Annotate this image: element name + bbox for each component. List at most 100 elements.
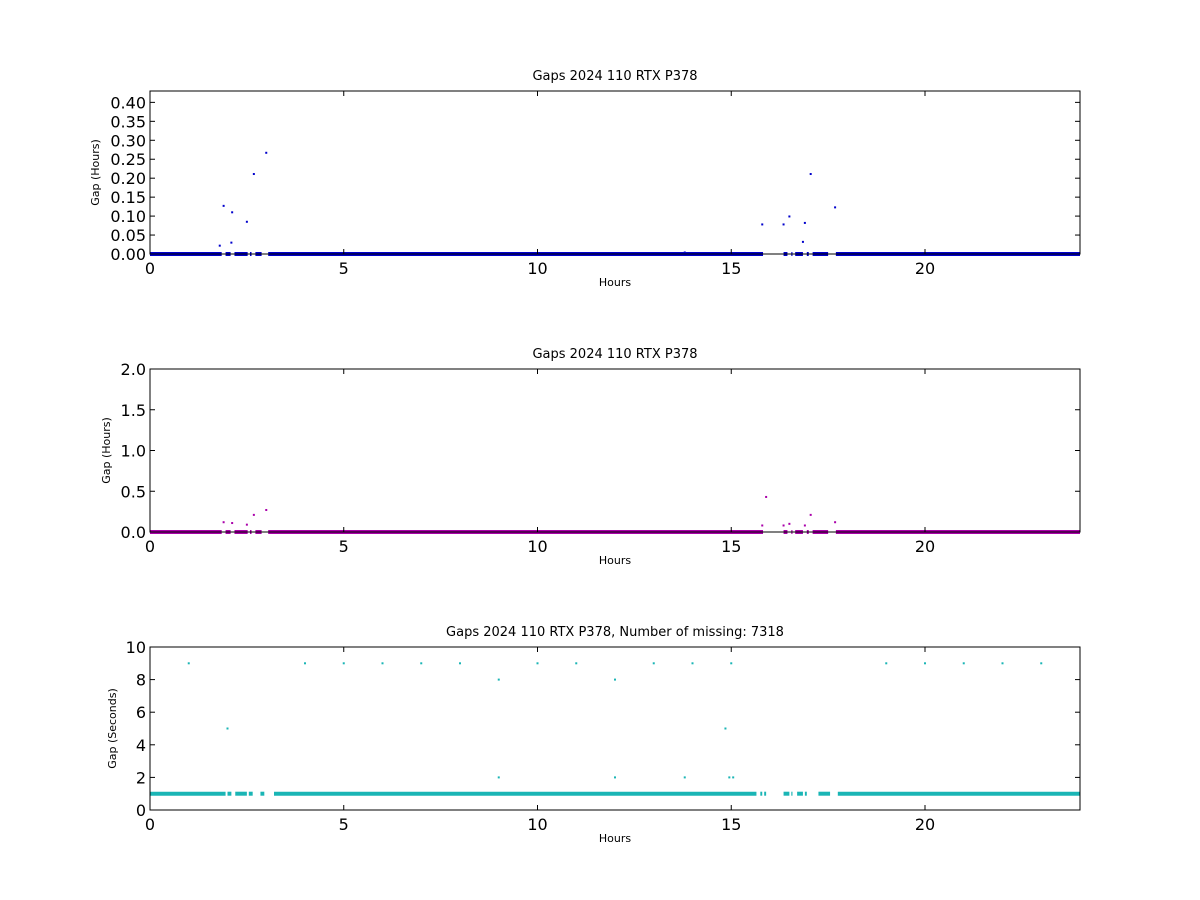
x-tick-label: 10	[527, 537, 547, 556]
x-tick-label: 5	[339, 537, 349, 556]
y-tick-label: 4	[136, 736, 146, 755]
x-tick-label: 15	[721, 815, 741, 834]
subplot-1: 0 5 10 15 20 0.000.050.100.150.200.250.300.35…	[89, 69, 1081, 289]
y-tick-label: 0	[136, 801, 146, 820]
data-point	[222, 204, 225, 207]
data-point	[420, 662, 423, 665]
data-point	[245, 523, 248, 526]
data-point	[691, 662, 694, 665]
data-point	[782, 223, 785, 226]
axes-frame	[149, 646, 1081, 811]
data-point	[575, 662, 578, 665]
data-point	[761, 524, 764, 527]
x-tick-label: 15	[721, 537, 741, 556]
data-point	[1040, 662, 1043, 665]
x-axis-label: Hours	[599, 832, 631, 845]
data-point	[803, 221, 806, 224]
y-tick-label: 6	[136, 703, 146, 722]
data-point	[732, 776, 735, 779]
data-point	[683, 251, 686, 254]
x-tick-label: 5	[339, 815, 349, 834]
x-tick-label: 10	[527, 815, 547, 834]
data-point	[652, 662, 655, 665]
data-point	[497, 776, 500, 779]
data-point	[245, 220, 248, 223]
subplot-3: 0 5 10 15 20 0 2 4 6 8 10 Gaps 2024 110 RTX P378, N…	[106, 625, 1081, 845]
subplot-2: 0 5 10 15 20 0.0 0.5 1.0 1.5 2.0 Gaps 2024 110 RTX…	[100, 347, 1081, 567]
y-tick-label: 0.15	[110, 188, 146, 207]
y-tick-label: 0.5	[121, 482, 146, 501]
data-point	[536, 662, 539, 665]
y-tick-label: 2.0	[121, 360, 146, 379]
data-point	[304, 662, 306, 665]
y-tick-label: 0.0	[121, 523, 146, 542]
y-tick-label: 0.25	[110, 150, 146, 169]
data-point	[809, 173, 812, 176]
y-tick-label: 1.5	[121, 401, 146, 420]
x-tick-label: 0	[145, 537, 155, 556]
y-tick-label: 0.30	[110, 131, 146, 150]
data-point	[252, 173, 255, 176]
data-point	[924, 662, 926, 665]
data-point	[765, 495, 768, 498]
y-tick-label: 8	[136, 671, 146, 690]
x-tick-label: 20	[915, 537, 935, 556]
data-point	[1001, 662, 1004, 665]
data-point	[231, 522, 234, 525]
x-tick-label: 0	[145, 259, 155, 278]
data-point	[381, 662, 384, 665]
data-point	[761, 223, 764, 226]
data-point	[683, 776, 686, 779]
data-point	[187, 662, 190, 665]
data-point	[614, 776, 616, 779]
data-point	[962, 662, 965, 665]
data-point	[801, 240, 804, 243]
data-point	[497, 678, 500, 681]
y-tick-label: 0.40	[110, 93, 146, 112]
chart-title: Gaps 2024 110 RTX P378	[532, 347, 697, 362]
axes-frame	[149, 90, 1081, 255]
y-tick-label: 1.0	[121, 442, 146, 461]
chart-title: Gaps 2024 110 RTX P378	[532, 69, 697, 84]
data-point	[265, 508, 268, 511]
data-point	[342, 662, 345, 665]
data-point	[885, 662, 888, 665]
x-tick-label: 10	[527, 259, 547, 278]
data-point	[222, 521, 225, 524]
data-point	[730, 662, 733, 665]
y-tick-label: 0.20	[110, 169, 146, 188]
data-point	[218, 244, 221, 247]
y-tick-label: 0.00	[110, 245, 146, 264]
x-tick-label: 15	[721, 259, 741, 278]
data-point	[459, 662, 461, 665]
data-point	[834, 521, 837, 524]
y-tick-label: 0.35	[110, 112, 146, 131]
data-point	[252, 513, 255, 516]
y-tick-label: 2	[136, 768, 146, 787]
y-axis-label: Gap (Seconds)	[106, 688, 119, 769]
data-point	[226, 727, 229, 730]
data-point	[809, 513, 812, 516]
x-tick-label: 0	[145, 815, 155, 834]
x-tick-label: 20	[915, 815, 935, 834]
data-point	[265, 151, 268, 154]
data-point	[803, 524, 806, 527]
data-point	[782, 524, 785, 527]
x-tick-label: 20	[915, 259, 935, 278]
y-tick-label: 10	[126, 638, 146, 657]
y-axis-label: Gap (Hours)	[100, 417, 113, 484]
data-point	[724, 727, 727, 730]
x-axis-label: Hours	[599, 276, 631, 289]
data-point	[834, 206, 837, 209]
x-axis-label: Hours	[599, 554, 631, 567]
data-point	[231, 211, 234, 214]
axes-frame	[149, 368, 1081, 533]
data-point	[728, 776, 731, 779]
y-axis-label: Gap (Hours)	[89, 139, 102, 206]
data-point	[230, 241, 233, 244]
data-point	[614, 678, 616, 681]
data-point	[788, 215, 791, 218]
x-tick-label: 5	[339, 259, 349, 278]
chart-title: Gaps 2024 110 RTX P378, Number of missin…	[446, 625, 784, 640]
